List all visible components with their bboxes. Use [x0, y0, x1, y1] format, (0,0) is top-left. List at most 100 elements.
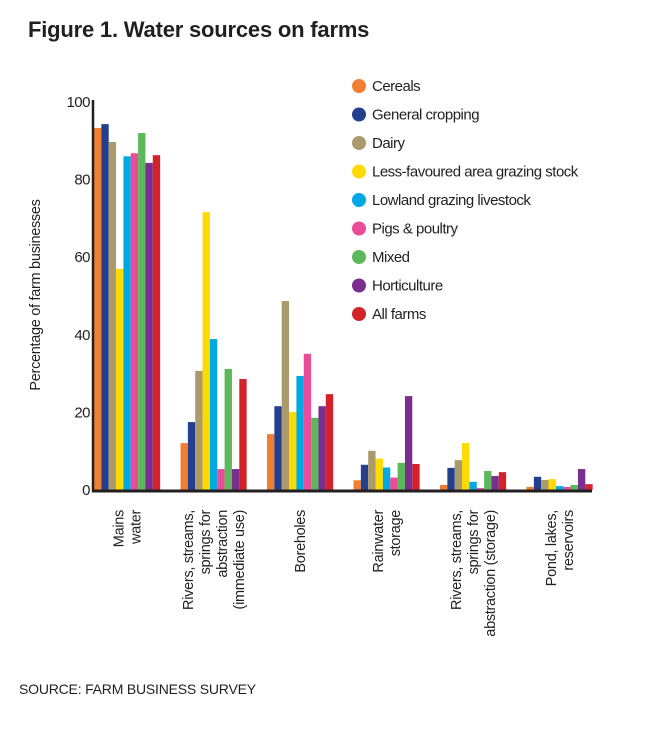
legend-label: All farms	[372, 306, 426, 323]
legend-swatch	[352, 107, 366, 122]
bar-group	[94, 124, 161, 491]
bar	[311, 417, 319, 490]
bar	[484, 470, 492, 490]
x-category-label-line: springs for	[466, 510, 482, 575]
bar	[325, 394, 334, 490]
bar	[303, 353, 312, 490]
bar	[101, 124, 109, 491]
x-category-label-line: Pond, lakes,	[544, 510, 560, 586]
bar	[469, 481, 477, 490]
bar	[533, 476, 542, 490]
bar	[360, 464, 369, 490]
bar	[281, 301, 290, 490]
bar	[94, 128, 102, 490]
y-tick-label: 20	[74, 404, 90, 421]
y-tick-label: 40	[74, 327, 90, 344]
bar	[239, 379, 247, 490]
legend-item: General cropping	[352, 107, 480, 124]
legend-swatch	[352, 307, 366, 321]
y-tick-label: 0	[82, 482, 90, 499]
legend-item: Cereals	[352, 78, 421, 95]
legend-item: All farms	[352, 306, 426, 323]
x-category-label-line: abstraction	[215, 510, 231, 578]
chart-title: Figure 1. Water sources on farms	[28, 17, 370, 42]
bar	[476, 488, 485, 490]
bar	[195, 370, 203, 490]
bar	[130, 153, 139, 490]
legend-item: Mixed	[352, 249, 410, 266]
bar	[368, 450, 376, 490]
bar	[187, 422, 196, 490]
y-tick-label: 60	[74, 249, 90, 266]
y-tick-label: 80	[74, 172, 90, 189]
legend-label: Mixed	[372, 249, 410, 266]
y-tick-label: 100	[66, 94, 90, 111]
legend-swatch	[352, 79, 366, 93]
bars-layer	[94, 124, 593, 491]
legend-swatch	[352, 136, 366, 150]
bar	[563, 486, 571, 490]
bar	[585, 484, 593, 490]
x-category-label-line: Rainwater	[371, 510, 387, 573]
bar	[274, 406, 282, 490]
legend-item: Lowland grazing livestock	[352, 192, 532, 209]
x-category-labels: Mains water Rivers, streams, springs for abs…	[112, 510, 577, 637]
x-category-label-line: abstraction (storage)	[483, 510, 499, 637]
legend-item: Horticulture	[352, 278, 443, 295]
bar	[412, 464, 420, 490]
bar	[138, 133, 146, 491]
legend-swatch	[352, 164, 366, 179]
x-category-label-line: springs for	[198, 510, 214, 575]
bar	[180, 443, 188, 490]
legend-swatch	[352, 278, 366, 293]
x-category-label-line: reservoirs	[561, 510, 577, 571]
source-note: SOURCE: FARM BUSINESS SURVEY	[19, 681, 256, 697]
bar	[498, 472, 507, 490]
bar	[548, 479, 556, 490]
bar	[296, 375, 304, 490]
bar	[382, 467, 391, 490]
bar	[404, 396, 413, 490]
legend-swatch	[352, 221, 366, 236]
bar	[209, 339, 218, 490]
legend-label: General cropping	[372, 107, 479, 124]
bar	[123, 156, 131, 490]
bar	[570, 484, 578, 490]
legend-label: Pigs & poultry	[372, 221, 459, 238]
x-category-label: Mains water	[112, 510, 145, 548]
legend-label: Dairy	[372, 135, 406, 152]
bar	[541, 479, 549, 490]
x-category-label: Rainwater storage	[371, 510, 404, 573]
legend-item: Pigs & poultry	[352, 221, 459, 238]
bar	[231, 469, 240, 490]
bar	[116, 268, 124, 490]
bar	[555, 486, 564, 490]
bar	[462, 443, 470, 490]
x-category-label: Rivers, streams, springs for abstraction (…	[449, 510, 499, 637]
bar	[447, 467, 455, 490]
legend-swatch	[352, 193, 366, 207]
legend-label: Less-favoured area grazing stock	[372, 164, 579, 181]
x-category-label-line: Rivers, streams,	[181, 510, 197, 610]
bar	[224, 368, 232, 490]
legend-label: Lowland grazing livestock	[372, 192, 531, 209]
bar	[152, 155, 161, 490]
bar-group	[440, 443, 507, 490]
legend: Cereals General cropping Dairy Less-favoure…	[352, 78, 579, 323]
legend-item: Dairy	[352, 135, 406, 152]
bar	[202, 212, 210, 490]
bar	[491, 476, 499, 490]
x-category-label: Pond, lakes, reservoirs	[544, 510, 577, 586]
axes-layer	[91, 100, 592, 493]
bar	[145, 162, 153, 491]
legend-label: Horticulture	[372, 278, 443, 295]
bar	[217, 469, 225, 490]
bar	[577, 469, 586, 490]
bar	[289, 412, 297, 490]
bar-group	[526, 469, 593, 490]
y-tick-labels: 0 20 40 60 80 100	[66, 94, 90, 499]
bar	[454, 460, 463, 490]
legend-item: Less-favoured area grazing stock	[352, 164, 579, 181]
x-category-label-line: storage	[388, 510, 404, 556]
x-category-label: Boreholes	[293, 510, 309, 573]
